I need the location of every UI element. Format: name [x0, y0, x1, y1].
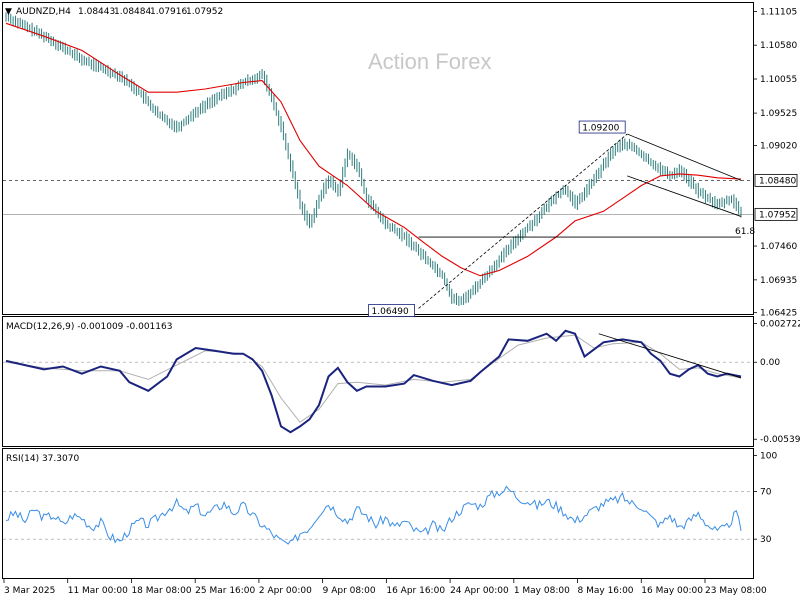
x-axis-label: 18 Mar 08:00 [131, 586, 191, 596]
price-header-arrow: ▼ [5, 7, 12, 17]
rsi-panel-frame [2, 448, 754, 579]
swing-low-label: 1.06490 [372, 307, 409, 317]
fib-61-8-label: 61.8 [735, 227, 755, 237]
x-axis-label: 1 May 08:00 [514, 586, 570, 596]
x-axis-label: 25 Mar 16:00 [195, 586, 255, 596]
swing-high-label: 1.09200 [582, 124, 619, 134]
price-axis-label: 1.10055 [760, 75, 797, 85]
rsi-axis-label: 70 [760, 487, 772, 497]
x-axis-label: 3 Mar 2025 [4, 586, 55, 596]
x-axis-label: 16 Apr 16:00 [386, 586, 445, 596]
price-axis-label: 1.10580 [760, 41, 797, 51]
swing-low-label-box [368, 304, 415, 317]
price-header-close: 1.07952 [186, 7, 223, 17]
price-axis-label: 1.09525 [760, 109, 797, 119]
axis-layer: 1.11105 1.10580 1.10055 1.09525 1.09020 1.074… [3, 7, 800, 596]
price-axis-label: 1.06935 [760, 276, 797, 286]
rsi-axis-label: 30 [760, 535, 772, 545]
swing-high-label-box [578, 120, 626, 134]
macd-trendline [598, 333, 742, 379]
price-panel-frame [2, 2, 754, 315]
x-axis-label: 9 Apr 08:00 [323, 586, 376, 596]
rsi-header: RSI(14) 37.3070 [6, 454, 79, 464]
macd-axis-label: 0.00 [760, 358, 780, 368]
price-layer: 1.09200 1.06490 61.8 [3, 12, 755, 317]
x-axis-label: 2 Apr 00:00 [259, 586, 312, 596]
watermark: Action Forex [368, 49, 492, 74]
macd-axis-label: -0.005397 [760, 435, 800, 445]
price-header-low: 1.07916 [150, 7, 187, 17]
price-header-symbol: AUDNZD,H4 [16, 7, 71, 17]
x-axis-label: 23 May 08:00 [705, 586, 767, 596]
price-trendline-2 [627, 175, 742, 217]
macd-header: MACD(12,26,9) -0.001009 -0.001163 [6, 322, 172, 332]
x-axis-label: 16 May 00:00 [641, 586, 703, 596]
x-axis-label: 11 Mar 00:00 [68, 586, 128, 596]
macd-panel-frame [2, 316, 754, 447]
price-header-open: 1.08443 [78, 7, 115, 17]
price-header-high: 1.08484 [114, 7, 151, 17]
price-axis-label: 1.09020 [760, 142, 797, 152]
price-tag-box-0 [754, 173, 798, 187]
rsi-layer [3, 485, 753, 545]
moving-average-line [5, 22, 742, 277]
macd-layer [3, 329, 753, 434]
rsi-axis-label: 100 [760, 452, 777, 462]
price-tag-box-1 [754, 207, 798, 221]
price-trendline-0 [418, 133, 628, 309]
price-tag-0: 1.08480 [759, 176, 796, 186]
price-tag-1: 1.07952 [759, 210, 796, 220]
x-axis-label: 24 Apr 00:00 [450, 586, 509, 596]
rsi-line [5, 485, 742, 545]
price-axis-label: 1.07460 [760, 242, 797, 252]
macd-axis-label: 0.002722 [760, 319, 800, 329]
price-axis-label: 1.06425 [760, 309, 797, 319]
price-axis-label: 1.11105 [760, 7, 797, 17]
price-trendline-1 [627, 133, 742, 181]
macd-line [5, 329, 742, 434]
x-axis-label: 8 May 16:00 [578, 586, 634, 596]
